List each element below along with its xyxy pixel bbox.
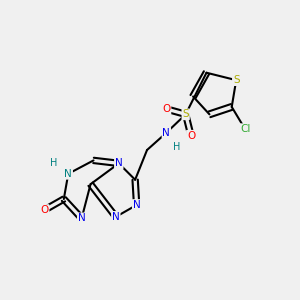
Text: O: O [187, 131, 195, 141]
Text: N: N [78, 213, 86, 224]
Text: H: H [50, 158, 57, 168]
Text: O: O [40, 205, 49, 215]
Text: N: N [163, 128, 170, 138]
Text: N: N [115, 158, 123, 168]
Text: Cl: Cl [240, 124, 250, 134]
Text: H: H [173, 142, 180, 152]
Text: O: O [162, 104, 170, 114]
Text: N: N [133, 200, 140, 210]
Text: S: S [233, 75, 239, 85]
Text: S: S [182, 109, 189, 119]
Text: N: N [64, 169, 72, 179]
Text: N: N [112, 212, 120, 222]
